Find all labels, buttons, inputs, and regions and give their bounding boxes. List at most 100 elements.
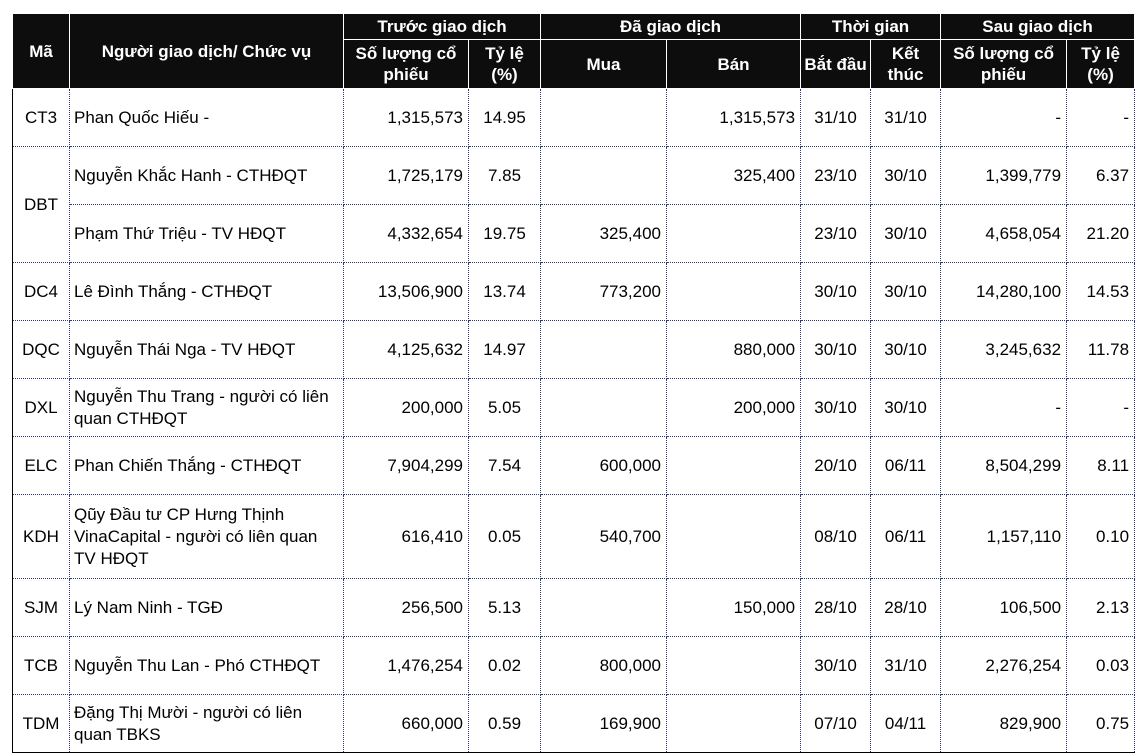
cell-after-ratio: 2.13	[1066, 578, 1136, 637]
cell-before-shares: 1,476,254	[343, 636, 469, 695]
header-time: Thời gian	[800, 13, 942, 40]
cell-before-shares: 4,332,654	[343, 204, 469, 263]
cell-after-ratio: 21.20	[1066, 204, 1136, 263]
cell-person: Nguyễn Thu Trang - người có liên quan CT…	[69, 378, 344, 437]
table-row: TDM Đặng Thị Mười - người có liên quan TB…	[12, 694, 1136, 753]
cell-person: Phan Quốc Hiếu -	[69, 88, 344, 147]
table-row: DQC Nguyễn Thái Nga - TV HĐQT 4,125,632 14.…	[12, 320, 1136, 379]
cell-end: 28/10	[870, 578, 942, 637]
cell-after-shares: 14,280,100	[940, 262, 1068, 321]
header-after: Sau giao dịch	[940, 13, 1136, 40]
cell-end: 31/10	[870, 636, 942, 695]
cell-person: Phạm Thứ Triệu - TV HĐQT	[69, 204, 344, 263]
cell-start: 23/10	[800, 146, 872, 205]
cell-before-shares: 4,125,632	[343, 320, 469, 379]
cell-start: 20/10	[800, 436, 872, 495]
cell-before-ratio: 0.59	[467, 694, 542, 753]
cell-code: ELC	[12, 436, 70, 495]
cell-code: DXL	[12, 378, 70, 437]
table-row: DBT Nguyễn Khắc Hanh - CTHĐQT 1,725,179 7.8…	[12, 146, 1136, 263]
cell-start: 31/10	[800, 88, 872, 147]
table-row: SJM Lý Nam Ninh - TGĐ 256,500 5.13 150,000 28…	[12, 578, 1136, 637]
cell-sell: 200,000	[666, 378, 802, 437]
header-before-ratio: Tỷ lệ (%)	[467, 39, 542, 89]
cell-person: Nguyễn Khắc Hanh - CTHĐQT	[69, 146, 344, 205]
cell-start: 23/10	[800, 204, 872, 263]
cell-after-shares: -	[940, 378, 1068, 437]
table-row: KDH Qũy Đầu tư CP Hưng Thịnh VinaCapital …	[12, 494, 1136, 579]
cell-before-shares: 660,000	[343, 694, 469, 753]
cell-buy	[540, 378, 668, 437]
insider-trading-table: Mã Người giao dịch/ Chức vụ Trước giao d…	[12, 13, 1136, 753]
header-end: Kết thúc	[870, 39, 942, 89]
header-after-ratio: Tỷ lệ (%)	[1066, 39, 1136, 89]
header-traded: Đã giao dịch	[540, 13, 802, 40]
cell-before-shares: 1,315,573	[343, 88, 469, 147]
cell-after-ratio: -	[1066, 378, 1136, 437]
header-buy: Mua	[540, 39, 668, 89]
cell-before-ratio: 14.95	[467, 88, 542, 147]
cell-before-shares: 7,904,299	[343, 436, 469, 495]
table-row: CT3 Phan Quốc Hiếu -1,315,573 14.95 1,315,5…	[12, 88, 1136, 147]
table-row: Phạm Thứ Triệu - TV HĐQT 4,332,654 19.75 32…	[13, 204, 1136, 263]
cell-buy	[540, 578, 668, 637]
cell-person: Lê Đình Thắng - CTHĐQT	[69, 262, 344, 321]
cell-before-shares: 1,725,179	[343, 146, 469, 205]
cell-after-ratio: -	[1066, 88, 1136, 147]
cell-after-ratio: 14.53	[1066, 262, 1136, 321]
header-start: Bắt đầu	[800, 39, 872, 89]
cell-before-ratio: 19.75	[467, 204, 542, 263]
cell-end: 06/11	[870, 436, 942, 495]
cell-sell	[666, 694, 802, 753]
cell-after-shares: 8,504,299	[940, 436, 1068, 495]
cell-code: DBT	[12, 146, 70, 263]
cell-buy: 773,200	[540, 262, 668, 321]
cell-after-shares: 1,157,110	[940, 494, 1068, 579]
cell-sell	[666, 436, 802, 495]
cell-before-ratio: 0.05	[467, 494, 542, 579]
cell-end: 30/10	[870, 378, 942, 437]
table-row: TCB Nguyễn Thu Lan - Phó CTHĐQT 1,476,254 0…	[12, 636, 1136, 695]
cell-start: 30/10	[800, 636, 872, 695]
cell-sell: 325,400	[666, 146, 802, 205]
cell-person: Phan Chiến Thắng - CTHĐQT	[69, 436, 344, 495]
cell-person: Lý Nam Ninh - TGĐ	[69, 578, 344, 637]
table-body: CT3 Phan Quốc Hiếu -1,315,573 14.95 1,315,5…	[12, 88, 1136, 753]
cell-end: 04/11	[870, 694, 942, 753]
cell-end: 30/10	[870, 320, 942, 379]
cell-buy	[540, 88, 668, 147]
cell-before-shares: 256,500	[343, 578, 469, 637]
cell-buy	[540, 320, 668, 379]
header-before: Trước giao dịch	[342, 13, 542, 40]
cell-after-ratio: 0.03	[1066, 636, 1136, 695]
cell-start: 07/10	[800, 694, 872, 753]
cell-person: Nguyễn Thu Lan - Phó CTHĐQT	[69, 636, 344, 695]
cell-before-ratio: 7.85	[467, 146, 542, 205]
cell-end: 06/11	[870, 494, 942, 579]
cell-before-shares: 200,000	[343, 378, 469, 437]
cell-before-ratio: 5.05	[467, 378, 542, 437]
cell-code: TCB	[12, 636, 70, 695]
cell-before-ratio: 14.97	[467, 320, 542, 379]
cell-buy	[540, 146, 668, 205]
cell-after-shares: 1,399,779	[940, 146, 1068, 205]
cell-end: 30/10	[870, 146, 942, 205]
cell-buy: 325,400	[540, 204, 668, 263]
cell-after-ratio: 0.75	[1066, 694, 1136, 753]
table-row: ELC Phan Chiến Thắng - CTHĐQT 7,904,299 7.5…	[12, 436, 1136, 495]
cell-after-shares: 829,900	[940, 694, 1068, 753]
header-sell: Bán	[666, 39, 802, 89]
cell-after-ratio: 8.11	[1066, 436, 1136, 495]
cell-code: DC4	[12, 262, 70, 321]
cell-code: SJM	[12, 578, 70, 637]
cell-buy: 540,700	[540, 494, 668, 579]
cell-after-shares: -	[940, 88, 1068, 147]
cell-before-ratio: 7.54	[467, 436, 542, 495]
cell-code: CT3	[12, 88, 70, 147]
cell-before-shares: 616,410	[343, 494, 469, 579]
cell-person: Nguyễn Thái Nga - TV HĐQT	[69, 320, 344, 379]
cell-start: 30/10	[800, 378, 872, 437]
cell-sell	[666, 636, 802, 695]
cell-after-shares: 3,245,632	[940, 320, 1068, 379]
cell-buy: 800,000	[540, 636, 668, 695]
